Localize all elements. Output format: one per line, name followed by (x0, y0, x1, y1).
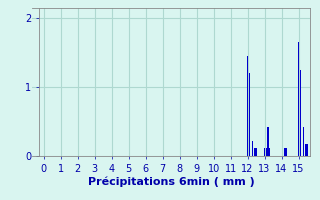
Bar (264, 148, 265, 156)
Bar (254, 148, 255, 156)
Bar (307, 144, 308, 156)
Bar (286, 148, 287, 156)
Bar (284, 148, 285, 156)
Bar (303, 127, 304, 156)
Bar (247, 56, 248, 156)
Bar (298, 42, 299, 156)
Bar (266, 148, 267, 156)
Bar (300, 70, 301, 156)
Bar (252, 141, 253, 156)
Bar (269, 148, 270, 156)
Bar (255, 148, 257, 156)
X-axis label: Précipitations 6min ( mm ): Précipitations 6min ( mm ) (88, 176, 255, 187)
Bar (249, 73, 250, 156)
Bar (305, 144, 306, 156)
